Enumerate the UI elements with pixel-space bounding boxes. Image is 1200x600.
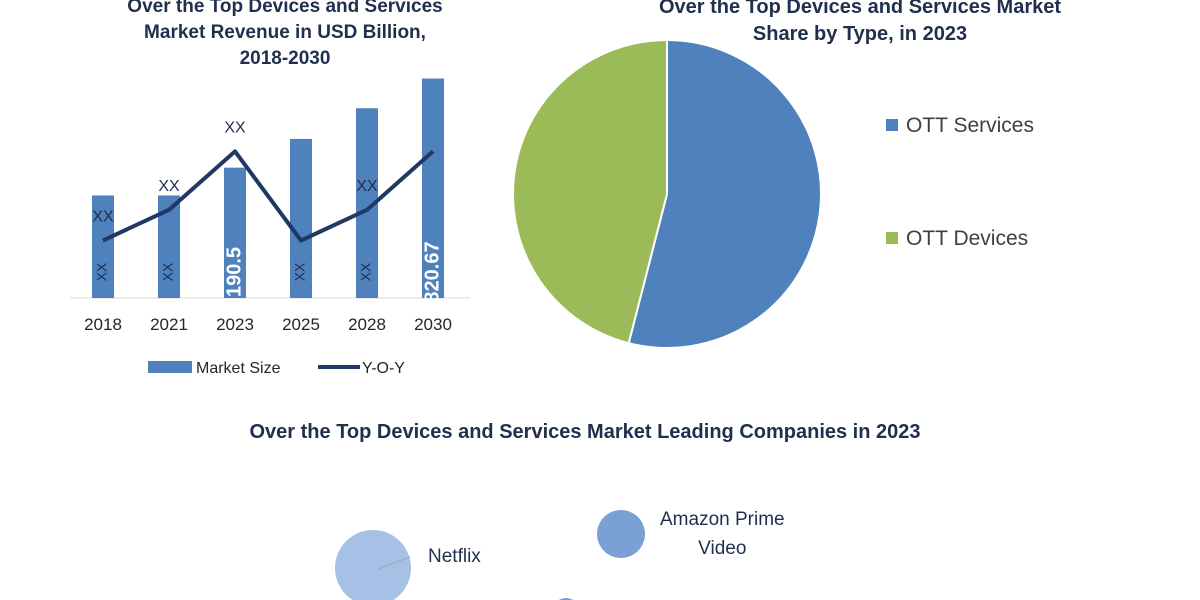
pie-chart-title-line-2: Share by Type, in 2023 [752, 23, 968, 46]
legend-swatch-ott-services [886, 119, 898, 131]
revenue-chart-title-line-2: Market Revenue in USD Billion, [144, 21, 426, 43]
bar-data-label-2018: XX [94, 262, 110, 281]
line-data-label-2023: XX [224, 119, 246, 136]
revenue-bar-line-chart: 2018 XX 2021 XX 2023 190.5 2025 XX 2028 XX 2030 820… [70, 78, 470, 377]
bubble-netflix [335, 530, 411, 600]
bar-data-label-2021: XX [160, 262, 176, 281]
bar-2028 [356, 108, 378, 298]
x-tick-label-2018: 2018 [84, 315, 122, 334]
legend-label-market-size: Market Size [196, 360, 281, 377]
bar-data-label-2023: 190.5 [223, 247, 245, 297]
revenue-chart-title-line-3: 2018-2030 [239, 47, 331, 69]
x-tick-label-2021: 2021 [150, 315, 188, 334]
market-share-pie-chart: OTT Services OTT Devices [512, 38, 1034, 349]
revenue-chart-title: Over the Top Devices and Services Market… [95, 0, 475, 71]
legend-label-yoy: Y-O-Y [362, 360, 405, 377]
pie-chart-title-line-1: Over the Top Devices and Services Market [658, 0, 1062, 18]
x-tick-label-2023: 2023 [216, 315, 254, 334]
pie-slice-ott-devices [512, 38, 668, 345]
x-tick-label-2025: 2025 [282, 315, 320, 334]
pie-slice-ott-services [627, 38, 822, 349]
bar-data-label-2025: XX [292, 262, 308, 281]
bubble-label-amazon-line-1: Amazon Prime [660, 509, 785, 530]
bubble-label-amazon-line-2: Video [698, 537, 747, 559]
line-data-label-2028: XX [356, 178, 378, 195]
leading-companies-title: Over the Top Devices and Services Market… [249, 421, 921, 443]
yoy-line [102, 149, 435, 243]
bubble-label-amazon-prime-video: Amazon Prime Video [660, 506, 785, 563]
x-tick-label-2028: 2028 [348, 315, 386, 334]
x-tick-label-2030: 2030 [414, 315, 452, 334]
legend-label-ott-devices: OTT Devices [906, 227, 1028, 250]
bar-data-label-2028: XX [358, 262, 374, 281]
bar-2025 [290, 138, 312, 298]
bubble-label-netflix: Netflix [428, 546, 481, 567]
bubble-amazon-prime-video [597, 510, 645, 558]
revenue-chart-title-line-1: Over the Top Devices and Services [127, 0, 443, 17]
legend-label-ott-services: OTT Services [906, 114, 1034, 137]
bar-2030 [422, 78, 444, 299]
bar-2018 [92, 195, 114, 298]
bar-2021 [158, 195, 180, 298]
bubble-leader-netflix [377, 556, 411, 570]
bar-2023 [224, 167, 246, 298]
line-data-label-2018: XX [92, 209, 114, 226]
line-data-label-2021: XX [158, 178, 180, 195]
legend-swatch-ott-devices [886, 232, 898, 244]
bar-data-label-2030: 820.67 [421, 241, 443, 302]
pie-chart-title: Over the Top Devices and Services Market… [560, 0, 1160, 48]
legend-swatch-market-size [148, 361, 192, 373]
